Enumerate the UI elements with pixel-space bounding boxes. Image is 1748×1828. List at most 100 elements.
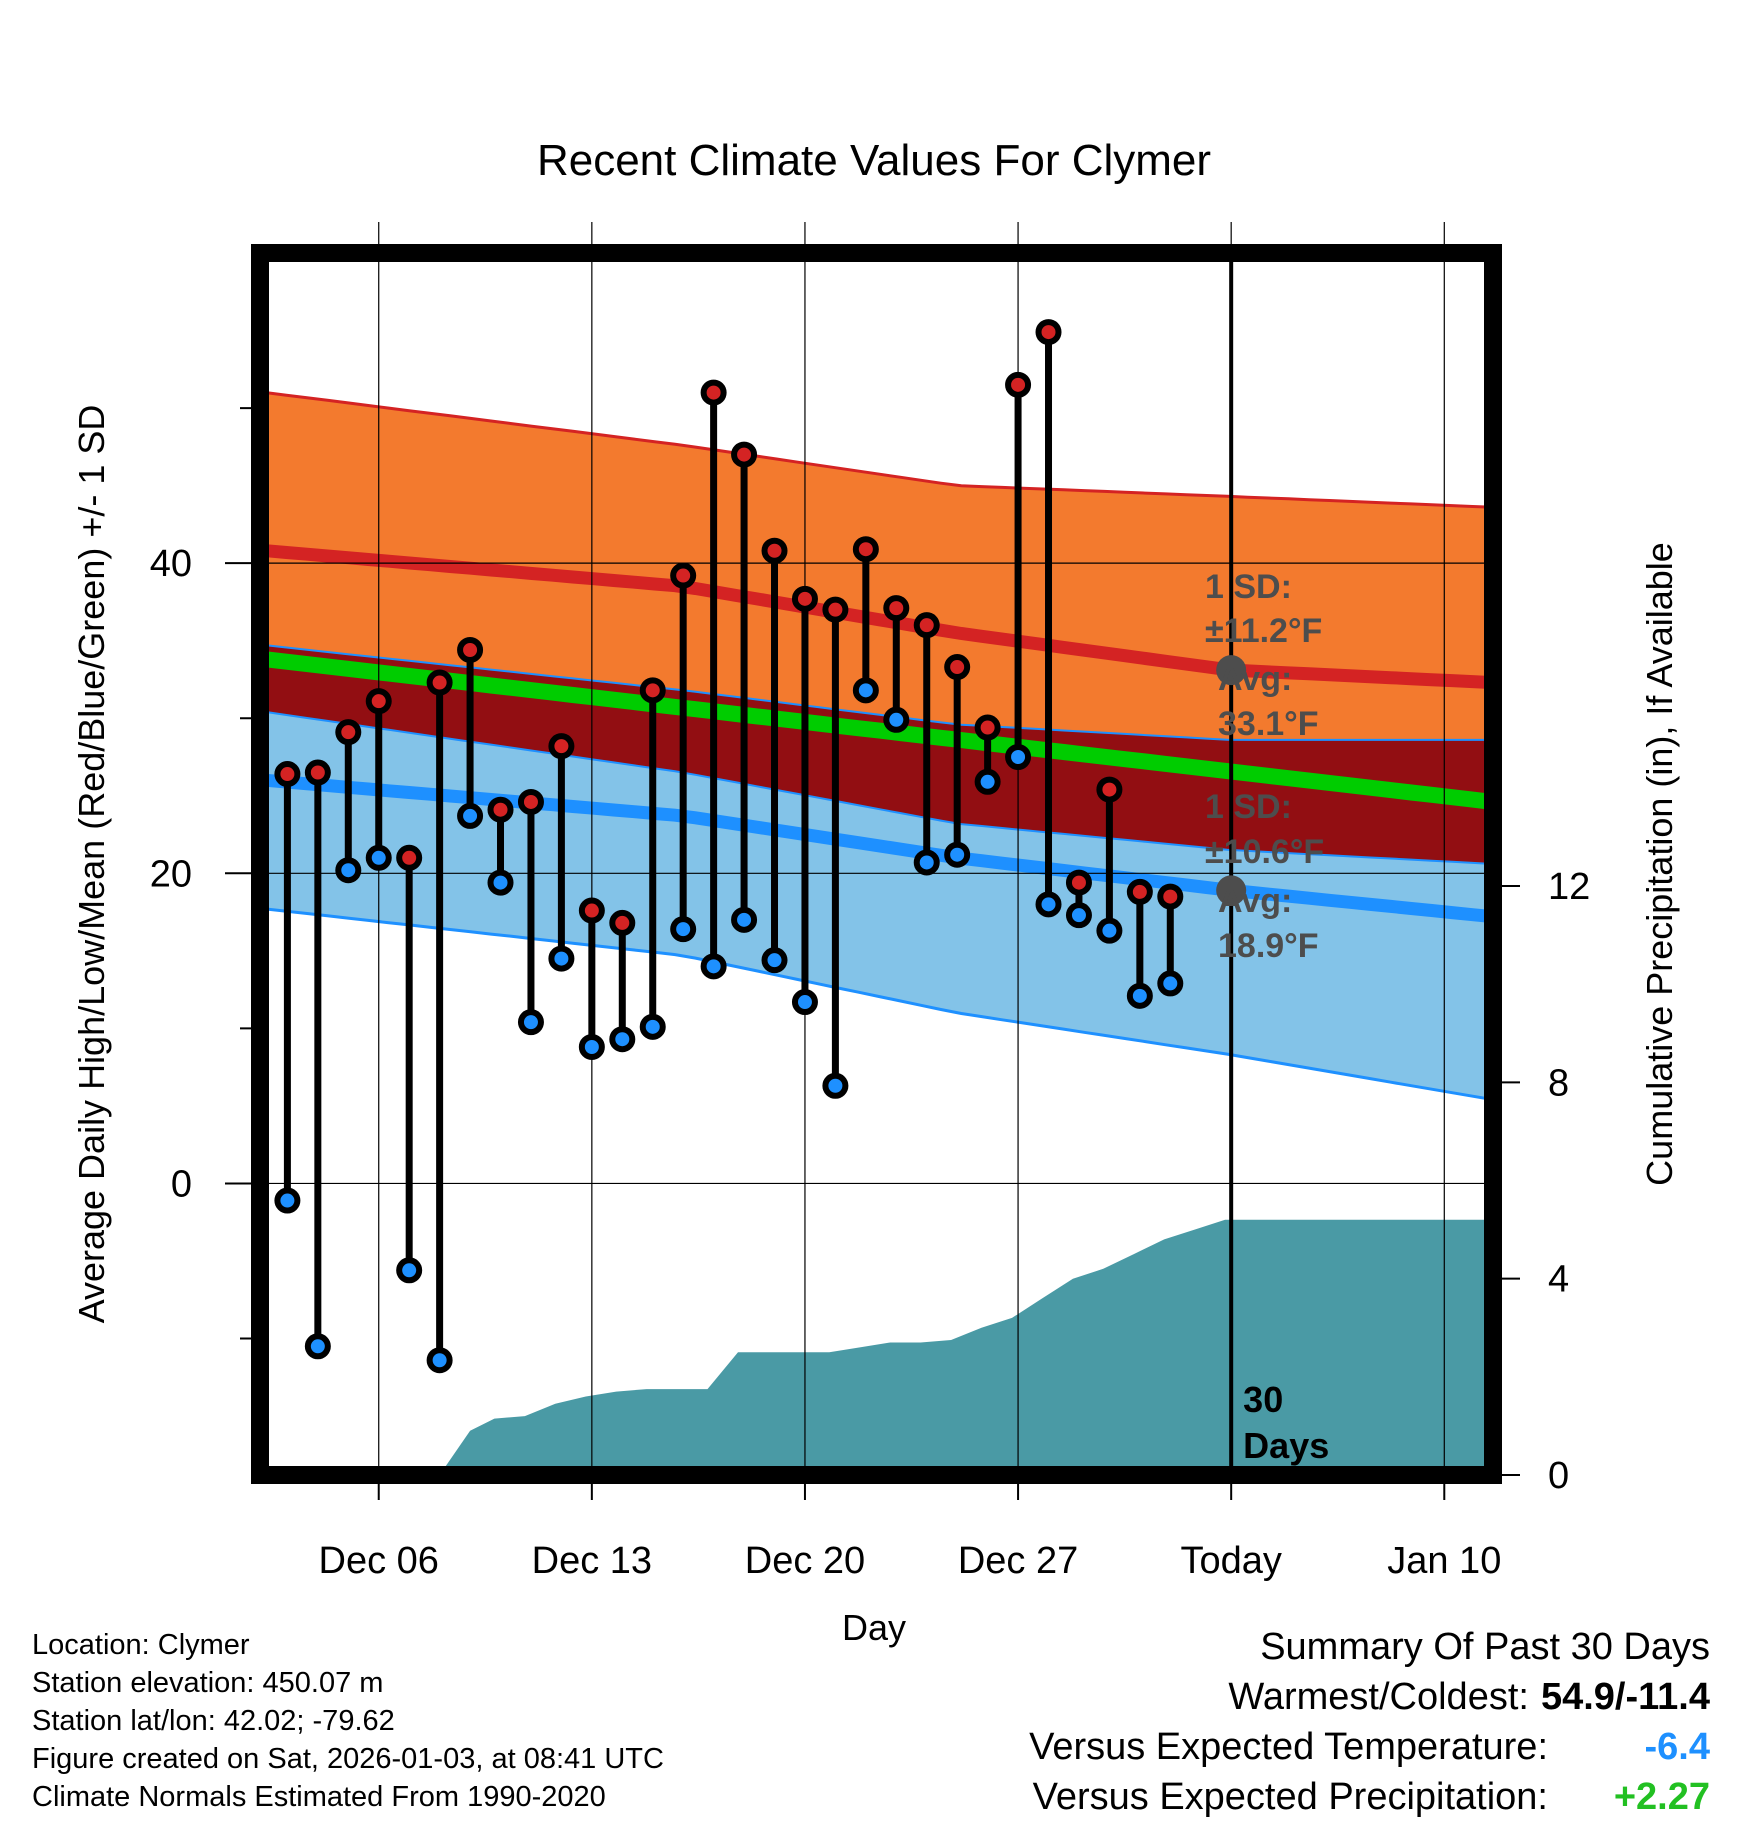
elevation-text: Station elevation: 450.07 m [32, 1667, 384, 1699]
daily-low-marker [426, 1347, 453, 1374]
daily-low-marker [1126, 982, 1153, 1009]
daily-low-marker [791, 989, 818, 1016]
temp-label: Versus Expected Temperature: [1029, 1726, 1548, 1768]
low-sd-label: 1 SD: [1205, 788, 1292, 826]
daily-high-marker [670, 562, 697, 589]
daily-low-marker [761, 947, 788, 974]
warm-cold-value: 54.9/-11.4 [1540, 1676, 1710, 1718]
daily-low-marker [609, 1026, 636, 1053]
station-info: Location: Clymer Station elevation: 450.… [32, 1626, 664, 1816]
daily-high-marker [944, 654, 971, 681]
low-avg-value: 18.9°F [1218, 927, 1319, 965]
daily-low-marker [700, 953, 727, 980]
right-tick-label: 12 [1548, 866, 1590, 908]
daily-high-marker [274, 761, 301, 788]
daily-low-marker [396, 1257, 423, 1284]
daily-high-marker [791, 585, 818, 612]
low-avg-label: Avg: [1218, 882, 1292, 920]
daily-high-marker [609, 909, 636, 936]
high-upper-line [265, 391, 1493, 509]
daily-high-marker [852, 536, 879, 563]
daily-high-marker [1096, 776, 1123, 803]
temp-row: Versus Expected Temperature: -6.4 [1029, 1722, 1710, 1772]
daily-low-marker [822, 1072, 849, 1099]
summary-panel: Summary Of Past 30 Days Warmest/Coldest:… [1029, 1622, 1710, 1822]
daily-low-marker [913, 849, 940, 876]
high-sd-value: ±11.2°F [1205, 612, 1322, 650]
daily-high-marker [700, 379, 727, 406]
warm-cold-row: Warmest/Coldest: 54.9/-11.4 [1029, 1672, 1710, 1722]
y-tick-label: 0 [171, 1163, 192, 1205]
daily-high-marker [1065, 869, 1092, 896]
location-text: Location: Clymer [32, 1629, 250, 1661]
daily-low-marker [1157, 970, 1184, 997]
daily-high-marker [487, 796, 514, 823]
daily-low-marker [335, 857, 362, 884]
y-tick-label: 20 [150, 853, 192, 895]
normals-text: Climate Normals Estimated From 1990-2020 [32, 1781, 606, 1813]
daily-bars [274, 319, 1184, 1374]
normal-bands [265, 391, 1493, 1102]
daily-low-marker [852, 677, 879, 704]
precip-area [439, 1219, 1493, 1475]
today-high-avg-point [1216, 655, 1247, 686]
right-tick-label: 4 [1548, 1259, 1569, 1301]
precip-label: Versus Expected Precipitation: [1032, 1776, 1548, 1818]
daily-high-marker [913, 612, 940, 639]
today-marker: 30 Days [1216, 253, 1329, 1475]
daily-high-marker [365, 688, 392, 715]
axes: Dec 06 Dec 13 Dec 20 Dec 27 Today Jan 1002040… [150, 407, 1590, 1582]
daily-high-marker [639, 677, 666, 704]
daily-high-marker [304, 759, 331, 786]
daily-low-marker [639, 1013, 666, 1040]
annotations: 1 SD: ±11.2°F Avg: 33.1°F 1 SD: ±10.6°F … [1205, 568, 1324, 965]
daily-high-marker [1126, 878, 1153, 905]
days-unit-label: Days [1243, 1425, 1329, 1466]
precip-fill [439, 1219, 1493, 1475]
daily-low-marker [731, 906, 758, 933]
y-tick-label: 40 [150, 543, 192, 585]
normal-high-line [265, 544, 1493, 690]
daily-high-marker [761, 537, 788, 564]
daily-high-marker [974, 714, 1001, 741]
precip-row: Versus Expected Precipitation: +2.27 [1029, 1772, 1710, 1822]
daily-low-marker [944, 841, 971, 868]
daily-low-marker [974, 768, 1001, 795]
precip-value: +2.27 [1613, 1776, 1710, 1818]
daily-high-marker [457, 636, 484, 663]
daily-low-marker [304, 1333, 331, 1360]
warm-cold-label: Warmest/Coldest: [1228, 1676, 1529, 1718]
today-low-avg-point [1216, 875, 1247, 906]
x-tick-label: Dec 06 [319, 1540, 439, 1582]
daily-high-marker [578, 897, 605, 924]
high-sd-band [266, 392, 1493, 740]
daily-low-marker [517, 1009, 544, 1036]
x-axis-label: Day [842, 1607, 906, 1648]
latlon-text: Station lat/lon: 42.02; -79.62 [32, 1705, 395, 1737]
created-text: Figure created on Sat, 2026-01-03, at 08… [32, 1743, 664, 1775]
daily-low-marker [487, 869, 514, 896]
daily-low-marker [457, 802, 484, 829]
days-count-label: 30 [1243, 1379, 1283, 1420]
low-lower-line [265, 907, 1493, 1102]
x-tick-label: Dec 20 [745, 1540, 865, 1582]
plot-frame [251, 244, 1502, 1484]
daily-high-marker [517, 788, 544, 815]
x-tick-label: Dec 27 [958, 1540, 1078, 1582]
daily-high-marker [1035, 319, 1062, 346]
left-axis-label: Average Daily High/Low/Mean (Red/Blue/Gr… [71, 405, 112, 1324]
daily-low-marker [1065, 902, 1092, 929]
daily-low-marker [274, 1187, 301, 1214]
daily-high-marker [1005, 371, 1032, 398]
daily-low-marker [365, 844, 392, 871]
x-tick-label: Dec 13 [532, 1540, 652, 1582]
x-tick-label: Today [1180, 1540, 1281, 1582]
temp-value: -6.4 [1644, 1726, 1710, 1768]
daily-low-marker [1096, 917, 1123, 944]
daily-low-marker [1035, 891, 1062, 918]
chart-title: Recent Climate Values For Clymer [537, 136, 1211, 185]
low-sd-value: ±10.6°F [1205, 833, 1324, 871]
daily-high-marker [426, 669, 453, 696]
daily-high-marker [548, 733, 575, 760]
daily-low-marker [1005, 743, 1032, 770]
